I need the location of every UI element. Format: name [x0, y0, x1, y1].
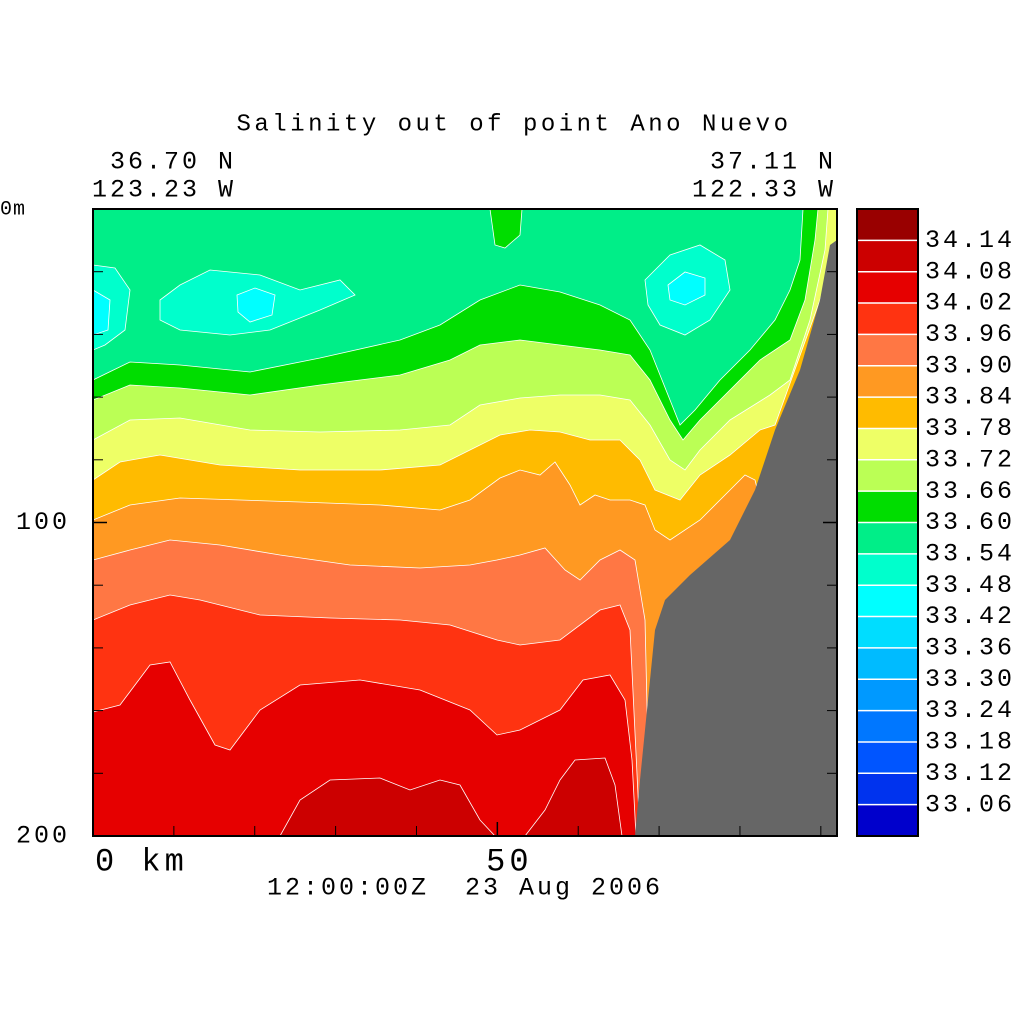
contour-band	[667, 271, 706, 306]
colorbar-label: 33.60	[925, 508, 1015, 537]
colorbar-swatch	[857, 459, 918, 492]
y-tick-label: 200	[16, 822, 70, 851]
colorbar-swatch	[857, 428, 918, 460]
chart-title: Salinity out of point Ano Nuevo	[237, 111, 792, 138]
colorbar-swatch	[857, 585, 918, 617]
colorbar-label: 33.12	[925, 759, 1015, 788]
colorbar-label: 33.48	[925, 571, 1015, 600]
position-label: 122.33 W	[692, 176, 836, 205]
x-tick-label: 0 km	[95, 843, 188, 880]
colorbar-swatch	[857, 522, 918, 554]
y-tick-label: 0m	[0, 198, 26, 221]
contour-band	[489, 209, 523, 249]
colorbar-label: 33.36	[925, 634, 1015, 663]
colorbar-label: 33.24	[925, 696, 1015, 725]
colorbar-label: 33.18	[925, 728, 1015, 757]
colorbar-swatch	[857, 365, 918, 398]
colorbar-swatch	[857, 553, 918, 586]
colorbar-label: 34.14	[925, 226, 1015, 255]
colorbar-swatch	[857, 303, 918, 335]
colorbar-label: 33.78	[925, 414, 1015, 443]
colorbar-swatch	[857, 397, 918, 429]
position-label: 36.70 N	[110, 148, 236, 177]
colorbar-label: 34.08	[925, 257, 1015, 286]
colorbar-swatch	[857, 209, 918, 241]
colorbar-swatch	[857, 679, 918, 711]
colorbar-label: 33.30	[925, 665, 1015, 694]
colorbar-label: 33.42	[925, 602, 1015, 631]
colorbar-label: 33.06	[925, 790, 1015, 819]
contour-band	[93, 289, 111, 336]
colorbar-swatch	[857, 240, 918, 272]
colorbar-swatch	[857, 804, 918, 836]
colorbar-swatch	[857, 271, 918, 304]
contour-band	[279, 777, 496, 836]
colorbar-label: 33.72	[925, 445, 1015, 474]
contour-band	[93, 209, 804, 426]
footer: 12:00:00Z 23 Aug 2006	[267, 874, 663, 903]
y-tick-label: 100	[16, 508, 70, 537]
position-label: 37.11 N	[710, 148, 836, 177]
colorbar-label: 33.66	[925, 477, 1015, 506]
colorbar-swatch	[857, 616, 918, 648]
colorbar-label: 33.90	[925, 351, 1015, 380]
colorbar-label: 33.54	[925, 539, 1015, 568]
contour-band	[524, 757, 623, 836]
contour-band	[236, 287, 276, 323]
plot-area	[93, 209, 837, 836]
position-label: 123.23 W	[92, 176, 236, 205]
land	[635, 240, 837, 836]
colorbar-swatch	[857, 491, 918, 523]
colorbar-swatch	[857, 773, 918, 805]
colorbar-frame	[856, 208, 919, 837]
colorbar-swatch	[857, 334, 918, 366]
x-tick-label: 50	[486, 843, 532, 880]
colorbar-label: 34.02	[925, 289, 1015, 318]
colorbar-label: 33.96	[925, 320, 1015, 349]
colorbar-swatch	[857, 647, 918, 680]
colorbar-swatch	[857, 741, 918, 774]
colorbar-swatch	[857, 710, 918, 742]
colorbar-label: 33.84	[925, 383, 1015, 412]
